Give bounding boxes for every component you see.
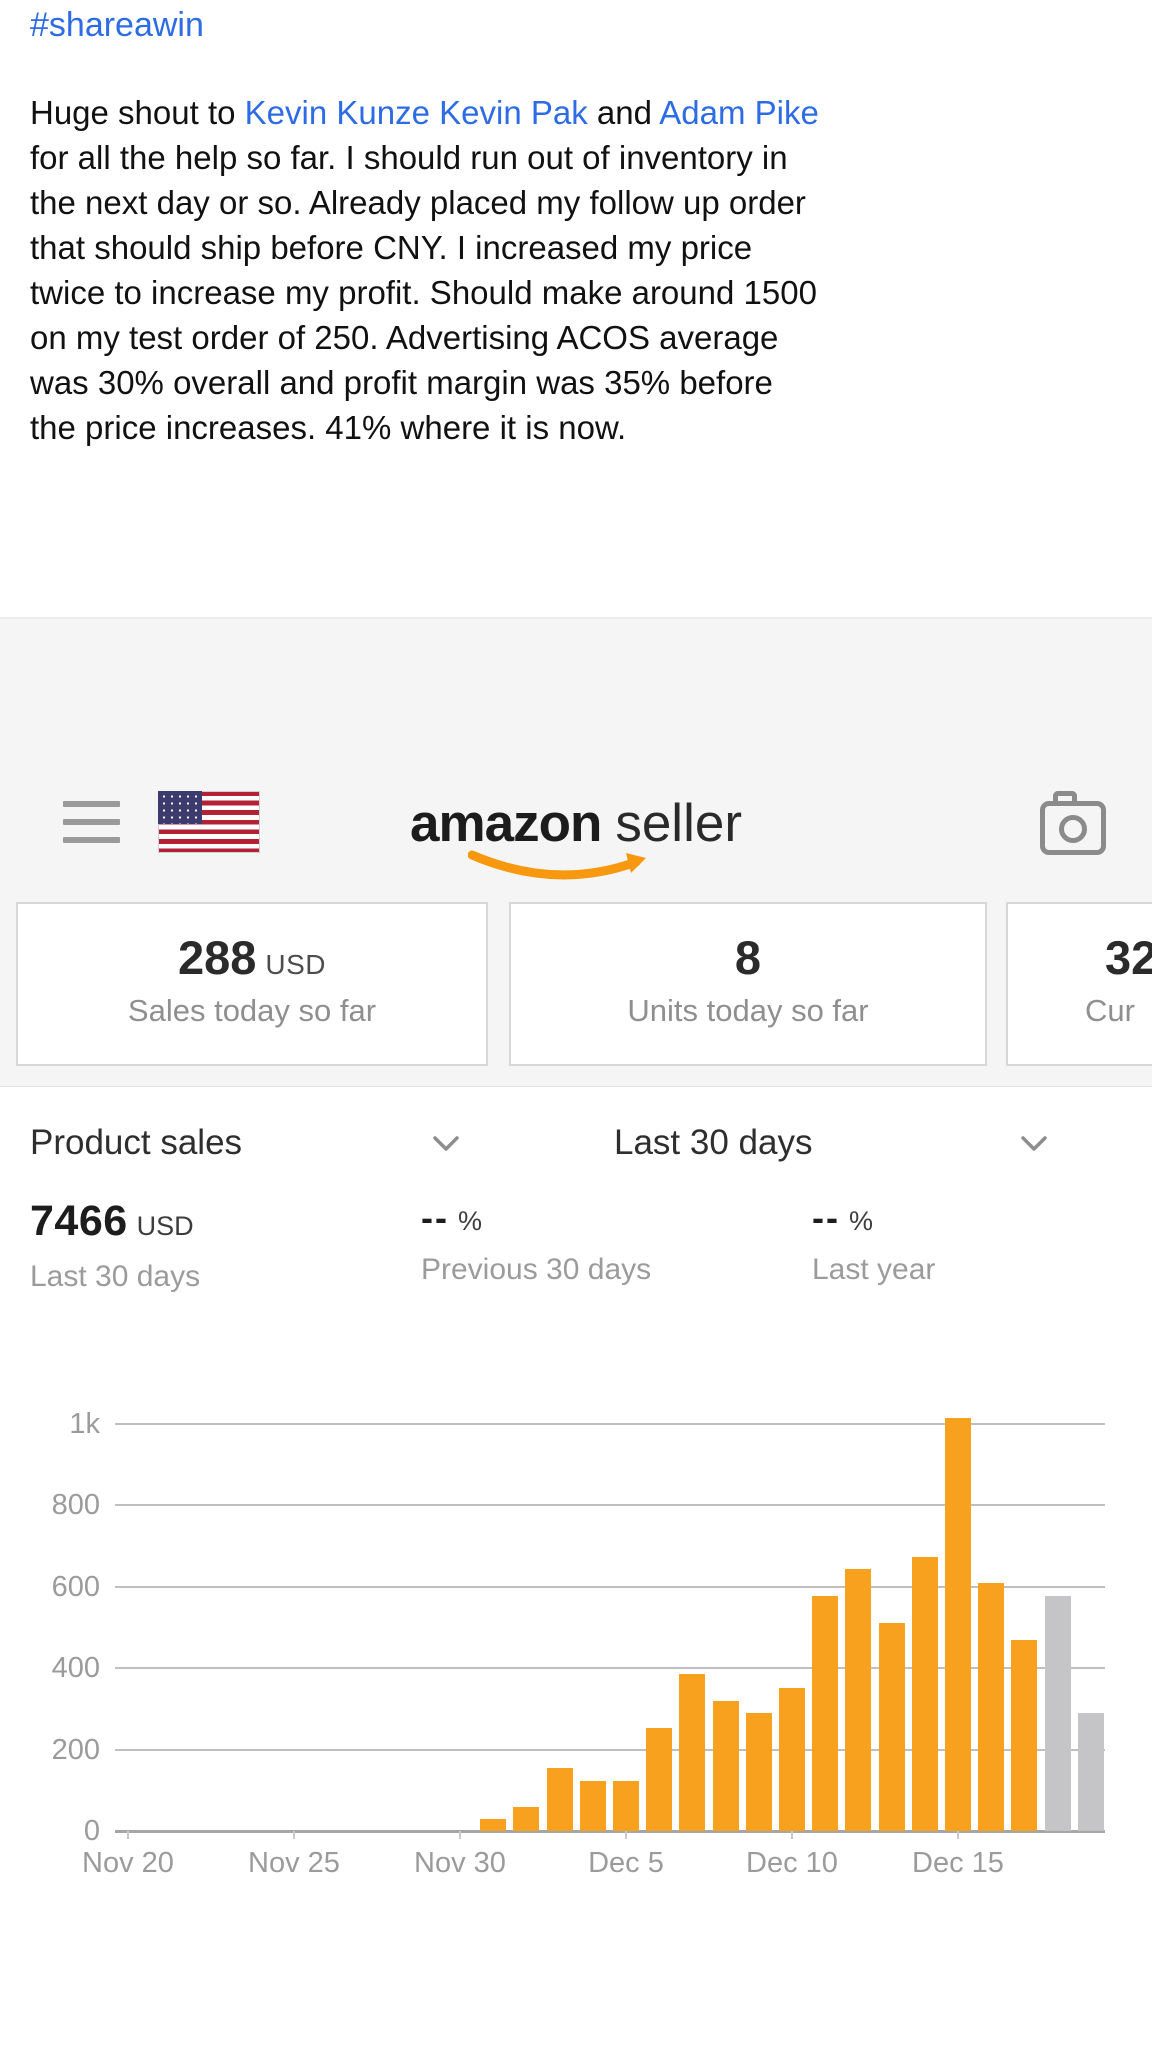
gridline [115,1830,1105,1833]
y-axis-tick-label: 800 [51,1489,100,1522]
axis-tick [127,1831,129,1839]
axis-tick [957,1831,959,1839]
y-axis-tick-label: 400 [51,1652,100,1685]
bar-dec-7[interactable] [679,1674,705,1831]
stat-value: -- [421,1197,449,1238]
filters-row: Product sales Last 30 days [0,1117,1152,1173]
bar-dec-14[interactable] [912,1557,938,1831]
post-body-text: Huge shout to Kevin Kunze Kevin Pak and … [30,90,1140,450]
y-axis-tick-label: 200 [51,1733,100,1766]
x-axis-tick-label: Nov 30 [414,1847,506,1879]
stat-group: --% Previous 30 days [421,1197,651,1287]
bar-dec-8[interactable] [713,1701,739,1831]
post-text: the next day or so. Already placed my fo… [30,184,806,221]
stat-unit: % [848,1206,873,1236]
metric-dropdown-label[interactable]: Product sales [30,1123,243,1162]
x-axis-tick-label: Dec 15 [912,1847,1004,1879]
card-value: 32 [1105,931,1152,984]
gridline [115,1504,1105,1507]
hashtag-text[interactable]: #shareawin [30,6,204,44]
bar-dec-5[interactable] [613,1781,639,1831]
x-axis-tick-label: Dec 5 [588,1847,664,1879]
axis-tick [293,1831,295,1839]
brand-amazon: amazon [410,794,602,853]
mention-link[interactable]: Kevin Pak [439,94,588,131]
card-label: Sales today so far [127,993,377,1028]
bar-dec-4[interactable] [580,1781,606,1831]
camera-icon[interactable] [1040,791,1106,859]
post-text: the price increases. 41% where it is now… [30,409,627,446]
bar-dec-2[interactable] [513,1807,539,1831]
brand-seller: seller [615,794,742,853]
axis-tick [625,1831,627,1839]
stat-group: --% Last year [812,1197,935,1287]
mention-link[interactable]: Adam Pike [659,94,819,131]
amazon-seller-logo: amazon seller [410,793,742,880]
card-unit: USD [265,949,327,980]
hashtag-link[interactable]: #shareawin [30,6,204,45]
stat-label: Last year [812,1253,936,1286]
bar-dec-16[interactable] [978,1583,1004,1831]
post-text: that should ship before CNY. I increased… [30,229,753,266]
x-axis-tick-label: Nov 25 [248,1847,340,1879]
bar-dec-1[interactable] [480,1819,506,1831]
bar-dec-11[interactable] [812,1596,838,1831]
gridline [115,1748,1105,1751]
stat-value: 7466 [30,1197,128,1245]
bar-dec-18[interactable] [1045,1596,1071,1831]
metric-card[interactable]: 8 Units today so far [509,902,987,1066]
post-section: #shareawin Huge shout to Kevin Kunze Kev… [0,0,1152,617]
y-axis-tick-label: 600 [51,1570,100,1603]
us-flag-icon[interactable] [158,791,260,853]
card-value: 8 [734,931,762,984]
gridline [115,1422,1105,1425]
post-text: and [587,94,660,131]
post-text: Huge shout to [30,94,245,131]
stat-label: Previous 30 days [421,1253,652,1286]
stat-group: 7466 USD Last 30 days [30,1197,200,1294]
bar-dec-10[interactable] [779,1688,805,1831]
bar-dec-13[interactable] [879,1623,905,1831]
menu-icon[interactable] [63,801,120,843]
y-axis-tick-label: 0 [83,1815,100,1847]
card-label: Cur [1085,993,1135,1028]
y-axis-tick-label: 1k [69,1407,100,1440]
bar-dec-17[interactable] [1011,1640,1037,1831]
range-dropdown-label[interactable]: Last 30 days [614,1123,813,1162]
mention-link[interactable]: Kevin Kunze [244,94,430,131]
sales-bar-chart: 1k 800 600 400 200 0 Nov 20 Nov 25 Nov 30 Dec 5 De… [0,1387,1152,1927]
post-text: was 30% overall and profit margin was 35… [30,364,773,401]
x-axis-tick-label: Dec 10 [746,1847,838,1879]
post-text [430,94,439,131]
flag-canton [158,791,202,824]
chevron-down-icon[interactable] [1020,1135,1048,1153]
stat-label: Last 30 days [30,1260,201,1293]
card-value: 288 [177,931,257,984]
axis-tick [791,1831,793,1839]
x-axis-tick-label: Nov 20 [82,1847,174,1879]
amazon-seller-app-screenshot: amazon seller 288 USD Sales today so far 8 Un… [0,617,1152,2048]
axis-tick [459,1831,461,1839]
metric-card[interactable]: 32 Cur [1006,902,1152,1066]
post-text: for all the help so far. I should run ou… [30,139,788,176]
gridline [115,1667,1105,1670]
amazon-smile-icon [468,850,647,880]
stat-value: -- [812,1197,840,1238]
gridline [115,1585,1105,1588]
post-text: on my test order of 250. Advertising ACO… [30,319,779,356]
bar-dec-6[interactable] [646,1728,672,1831]
metric-card[interactable]: 288 USD Sales today so far [16,902,488,1066]
bar-dec-9[interactable] [746,1713,772,1831]
post-text: twice to increase my profit. Should make… [30,274,817,311]
bar-dec-12[interactable] [845,1569,871,1831]
card-label: Units today so far [627,993,869,1028]
bar-dec-3[interactable] [547,1768,573,1831]
stat-unit: USD [136,1211,194,1241]
bar-dec-19[interactable] [1078,1713,1104,1831]
stat-unit: % [457,1206,482,1236]
chevron-down-icon[interactable] [432,1135,460,1153]
bar-dec-15[interactable] [945,1418,971,1831]
